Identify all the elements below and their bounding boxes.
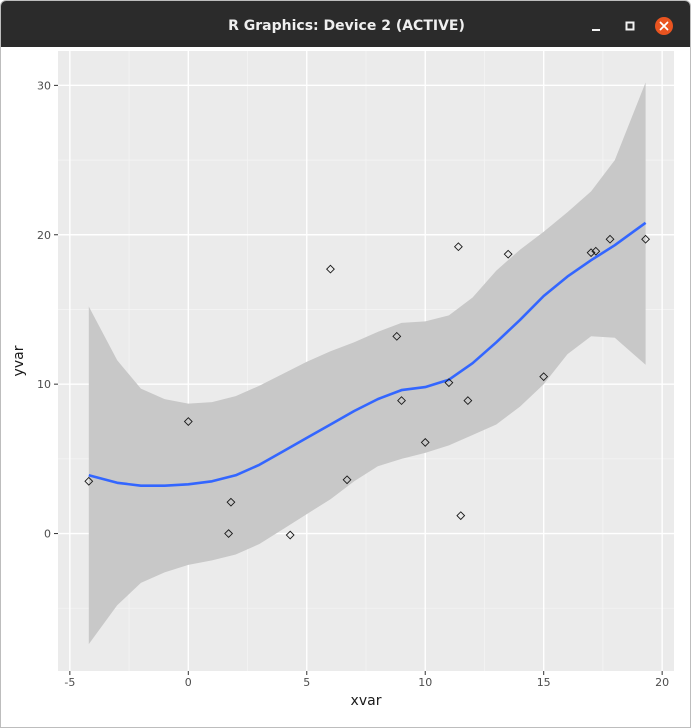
- data-point: [392, 331, 402, 341]
- x-axis-label: xvar: [351, 693, 382, 709]
- x-tick-label: 15: [537, 676, 551, 689]
- data-point: [444, 378, 454, 388]
- y-tick-label: 20: [37, 229, 51, 242]
- data-point: [326, 264, 335, 274]
- plot-area: -5 0 5 10 15 20 0 10 20 30 xvar yvar: [1, 47, 690, 727]
- minimize-icon: [592, 29, 600, 31]
- data-point: [285, 530, 295, 540]
- data-point: [503, 249, 513, 259]
- data-point: [463, 396, 473, 406]
- y-axis-label: yvar: [11, 345, 27, 376]
- x-tick-label: 5: [303, 676, 310, 689]
- data-point: [605, 234, 615, 244]
- close-icon: [655, 17, 673, 35]
- data-point: [456, 511, 466, 521]
- x-tick-label: -5: [64, 676, 75, 689]
- y-axis: 0 10 20 30: [37, 79, 58, 541]
- y-tick-label: 10: [37, 378, 51, 391]
- x-tick-label: 20: [655, 676, 669, 689]
- y-tick-label: 30: [37, 79, 51, 92]
- data-point: [641, 234, 651, 244]
- data-point: [420, 437, 430, 447]
- data-point: [453, 242, 463, 252]
- smooth-line: [88, 221, 647, 487]
- scatter-chart: -5 0 5 10 15 20 0 10 20 30 xvar yvar: [11, 51, 674, 709]
- data-point: [342, 475, 352, 485]
- data-point: [397, 396, 406, 406]
- data-point: [591, 246, 601, 256]
- close-button[interactable]: [654, 16, 674, 36]
- x-tick-label: 10: [418, 676, 432, 689]
- data-point: [224, 529, 234, 538]
- confidence-band: [88, 82, 646, 645]
- data-point: [226, 497, 236, 507]
- maximize-button[interactable]: [620, 16, 640, 36]
- minimize-button[interactable]: [586, 16, 606, 36]
- x-tick-label: 0: [185, 676, 192, 689]
- window-title: R Graphics: Device 2 (ACTIVE): [228, 18, 465, 34]
- title-bar[interactable]: R Graphics: Device 2 (ACTIVE): [1, 1, 690, 47]
- data-point: [84, 476, 94, 486]
- x-axis: -5 0 5 10 15 20: [64, 671, 669, 689]
- y-tick-label: 0: [44, 528, 51, 541]
- data-point: [539, 372, 549, 382]
- data-points: [84, 234, 651, 540]
- data-point: [183, 417, 193, 426]
- data-point: [586, 248, 596, 258]
- maximize-icon: [625, 21, 635, 31]
